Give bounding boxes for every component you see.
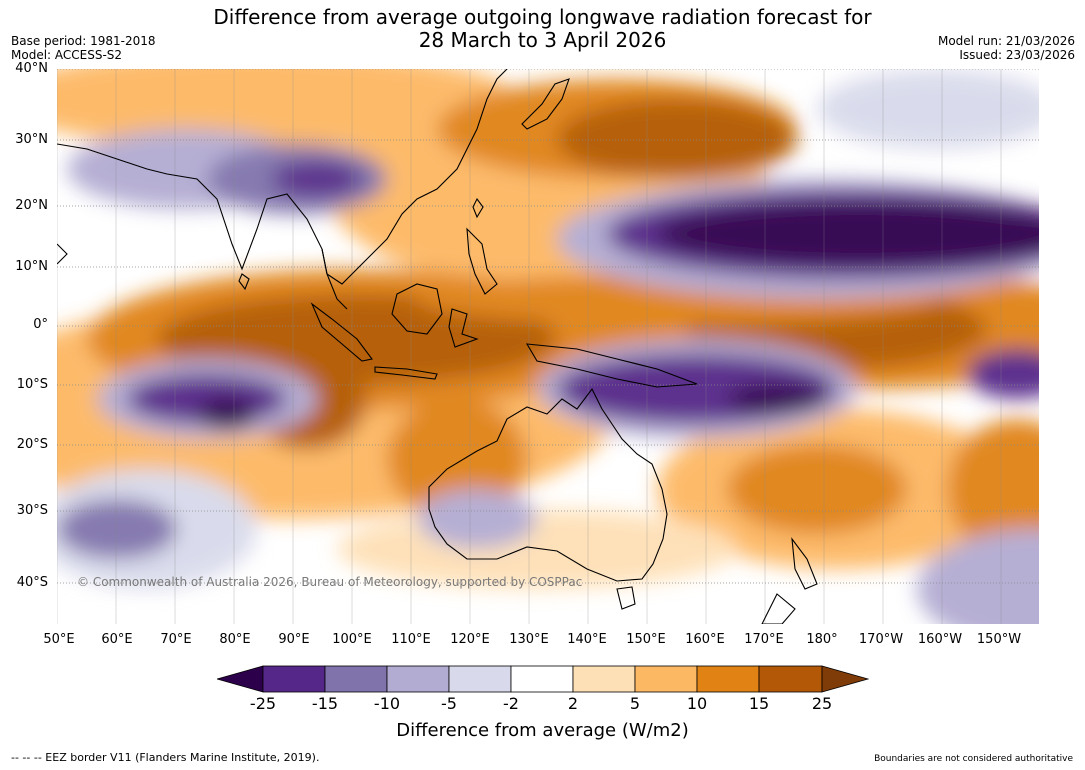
lat-label: 10°N bbox=[15, 259, 48, 274]
malay-peninsula-coast bbox=[321, 248, 348, 310]
lon-label: 110°E bbox=[391, 632, 431, 647]
anomaly-field bbox=[57, 69, 1039, 624]
colorbar-swatch-8 bbox=[696, 665, 760, 693]
australia-coast bbox=[428, 387, 668, 582]
lon-label: 60°E bbox=[101, 632, 133, 647]
colorbar bbox=[217, 665, 869, 693]
lon-label: 120°E bbox=[450, 632, 490, 647]
lat-label: 20°N bbox=[15, 198, 48, 213]
lon-label: 180° bbox=[806, 632, 838, 647]
lon-label: 140°E bbox=[567, 632, 607, 647]
lon-label: 160°E bbox=[685, 632, 725, 647]
colorbar-swatch-10 bbox=[821, 665, 869, 693]
lon-label: 80°E bbox=[219, 632, 251, 647]
java-coast bbox=[374, 366, 438, 380]
colorbar-tick-label: -15 bbox=[311, 694, 339, 713]
colorbar-tick-label: -10 bbox=[373, 694, 401, 713]
olr-anomaly-map bbox=[57, 69, 1039, 624]
lon-label: 130°E bbox=[509, 632, 549, 647]
lon-label: 90°E bbox=[278, 632, 310, 647]
colorbar-tick-label: -2 bbox=[503, 694, 519, 713]
colorbar-tick-label: 2 bbox=[567, 694, 579, 713]
colorbar-swatch-1 bbox=[262, 665, 326, 693]
colorbar-swatch-6 bbox=[572, 665, 636, 693]
model-run-date: Model run: 21/03/2026 bbox=[937, 34, 1075, 48]
lat-label: 10°S bbox=[16, 377, 48, 392]
lat-label: 0° bbox=[33, 317, 48, 332]
colorbar-tick-label: 10 bbox=[686, 694, 708, 713]
meridians bbox=[57, 69, 1002, 624]
colorbar-tick-label: 25 bbox=[811, 694, 833, 713]
tasmania-coast bbox=[616, 586, 636, 610]
coastlines bbox=[57, 69, 818, 624]
japan-coast bbox=[521, 78, 570, 130]
chart-title-line1: Difference from average outgoing longwav… bbox=[213, 5, 872, 29]
colorbar-swatch-9 bbox=[758, 665, 823, 693]
borneo-coast bbox=[391, 283, 443, 335]
lon-label: 50°E bbox=[43, 632, 75, 647]
colorbar-tick-label: -5 bbox=[441, 694, 457, 713]
lon-label: 150°W bbox=[976, 632, 1022, 647]
issued-date: Issued: 23/03/2026 bbox=[959, 48, 1075, 62]
lat-label: 40°S bbox=[16, 575, 48, 590]
lat-label: 20°S bbox=[16, 437, 48, 452]
lon-label: 170°W bbox=[858, 632, 904, 647]
lon-label: 170°E bbox=[744, 632, 784, 647]
lat-label: 40°N bbox=[15, 61, 48, 76]
colorbar-swatch-2 bbox=[324, 665, 388, 693]
lon-label: 70°E bbox=[160, 632, 192, 647]
africa-arabia-coast bbox=[57, 243, 68, 265]
lon-label: 160°W bbox=[917, 632, 963, 647]
new-guinea-coast bbox=[525, 343, 698, 388]
sulawesi-coast bbox=[448, 308, 479, 348]
lat-label: 30°S bbox=[16, 503, 48, 518]
colorbar-swatch-4 bbox=[448, 665, 512, 693]
base-period: Base period: 1981-2018 bbox=[11, 34, 156, 48]
copyright-credit: © Commonwealth of Australia 2026, Bureau… bbox=[77, 575, 583, 589]
colorbar-tick-label: 5 bbox=[629, 694, 641, 713]
new-zealand-coast bbox=[761, 537, 818, 624]
lon-label: 100°E bbox=[332, 632, 372, 647]
philippines-coast bbox=[466, 227, 498, 295]
model-name: Model: ACCESS-S2 bbox=[11, 48, 123, 62]
taiwan-coast bbox=[472, 197, 484, 219]
boundaries-note: Boundaries are not considered authoritat… bbox=[874, 754, 1073, 764]
sri-lanka-coast bbox=[238, 273, 250, 291]
colorbar-swatch-7 bbox=[634, 665, 698, 693]
sumatra-coast bbox=[310, 302, 373, 362]
lat-label: 30°N bbox=[15, 132, 48, 147]
colorbar-swatch-0 bbox=[217, 665, 264, 693]
colorbar-swatch-3 bbox=[386, 665, 450, 693]
colorbar-tick-label: -25 bbox=[249, 694, 277, 713]
colorbar-tick-label: 15 bbox=[748, 694, 770, 713]
colorbar-title: Difference from average (W/m2) bbox=[396, 720, 689, 741]
chart-title-line2: 28 March to 3 April 2026 bbox=[418, 28, 667, 52]
lon-label: 150°E bbox=[626, 632, 666, 647]
eez-note: -- -- -- EEZ border V11 (Flanders Marine… bbox=[11, 751, 320, 764]
colorbar-swatch-5 bbox=[510, 665, 574, 693]
